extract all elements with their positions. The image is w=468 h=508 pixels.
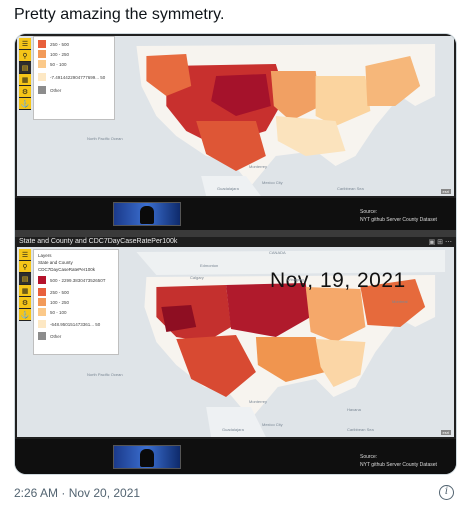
source-text: Source: NYT github Server County Dataset xyxy=(360,209,437,223)
gear-icon[interactable]: ⚙ xyxy=(19,297,31,309)
map-label: Caribbean Sea xyxy=(347,427,374,432)
pin-icon[interactable]: ⚓ xyxy=(19,98,31,110)
map-label: Mexico City xyxy=(262,180,283,185)
map-label: Havana xyxy=(347,407,361,412)
legend-swatch xyxy=(38,288,46,296)
legend-label: 50 - 100 xyxy=(50,61,67,67)
legend-swatch xyxy=(38,276,46,284)
map-label: Monterrey xyxy=(249,399,268,404)
window-controls-icon[interactable]: ▣ ⊞ ⋯ xyxy=(428,239,452,246)
legend-label: 500 - 2299.383047352650T xyxy=(50,277,106,283)
grid-icon[interactable]: ▦ xyxy=(19,285,31,297)
legend-item: 100 - 250 xyxy=(38,49,110,59)
map-toolbar-bottom: ☰ ⚲ ▤ ▦ ⚙ ⚓ xyxy=(19,249,31,321)
legend-swatch xyxy=(38,86,46,94)
us-county-map-bottom xyxy=(17,247,454,437)
legend-swatch xyxy=(38,308,46,316)
footer-top: Source: NYT github Server County Dataset xyxy=(15,198,456,230)
map-label: North Pacific Ocean xyxy=(87,136,123,141)
thumbnail-image xyxy=(113,202,181,226)
legend-label: 250 - 500 xyxy=(50,41,70,47)
date-overlay: Nov, 19, 2021 xyxy=(270,269,406,292)
map-panel-bottom[interactable]: State and County and CDC7DayCaseRatePer1… xyxy=(15,237,456,474)
layers-icon[interactable]: ▤ xyxy=(19,62,31,74)
map-label: Calgary xyxy=(190,275,204,280)
legend-label: 100 - 250 xyxy=(50,299,70,305)
legend-swatch xyxy=(38,73,46,81)
list-icon[interactable]: ☰ xyxy=(19,38,31,50)
map-label: Mexico City xyxy=(262,422,283,427)
grid-icon[interactable]: ▦ xyxy=(19,74,31,86)
legend-swatch xyxy=(38,40,46,48)
source-text: Source: NYT github Server County Dataset xyxy=(360,454,437,468)
legend-top: 250 - 500 100 - 250 50 - 100 -7.49144229… xyxy=(33,36,115,120)
legend-swatch xyxy=(38,50,46,58)
legend-item: Other xyxy=(38,85,110,95)
search-icon[interactable]: ⚲ xyxy=(19,261,31,273)
legend-item: -7.4914422904777699... 50 xyxy=(38,69,110,85)
tweet-timestamp[interactable]: 2:26 AM · Nov 20, 2021 xyxy=(14,486,141,500)
tweet-media[interactable]: ☰ ⚲ ▤ ▦ ⚙ ⚓ 250 - 500 100 - 250 50 - 100… xyxy=(14,33,457,475)
legend-header: Layers xyxy=(38,253,52,258)
tweet-text: Pretty amazing the symmetry. xyxy=(14,6,225,23)
map-title-bar: State and County and CDC7DayCaseRatePer1… xyxy=(15,237,456,247)
us-county-map-top xyxy=(17,36,454,196)
gear-icon[interactable]: ⚙ xyxy=(19,86,31,98)
map-view-top[interactable]: ☰ ⚲ ▤ ▦ ⚙ ⚓ 250 - 500 100 - 250 50 - 100… xyxy=(17,36,454,196)
legend-bottom: Layers State and County CDC7DayCaseRateP… xyxy=(33,249,119,355)
legend-item: 50 - 100 xyxy=(38,307,114,317)
esri-attribution: esri xyxy=(440,189,451,194)
legend-label: Other xyxy=(50,87,62,93)
legend-item: -648.950151473361... 50 xyxy=(38,317,114,331)
legend-label: -7.4914422904777699... 50 xyxy=(50,74,106,80)
thumbnail-image xyxy=(113,445,181,469)
map-label: North Pacific Ocean xyxy=(87,372,123,377)
legend-item: 500 - 2299.383047352650T xyxy=(38,273,114,287)
map-title: State and County and CDC7DayCaseRatePer1… xyxy=(19,238,178,245)
legend-item: 50 - 100 xyxy=(38,59,110,69)
legend-label: -648.950151473361... 50 xyxy=(50,321,101,327)
legend-swatch xyxy=(38,298,46,306)
legend-label: 50 - 100 xyxy=(50,309,67,315)
map-label: CANADA xyxy=(269,250,286,255)
esri-attribution: esri xyxy=(440,430,451,435)
legend-label: 250 - 500 xyxy=(50,289,70,295)
list-icon[interactable]: ☰ xyxy=(19,249,31,261)
legend-swatch xyxy=(38,60,46,68)
legend-header: State and County xyxy=(38,260,73,265)
legend-swatch xyxy=(38,332,46,340)
legend-item: 250 - 500 xyxy=(38,287,114,297)
footer-bottom: Source: NYT github Server County Dataset xyxy=(15,439,456,474)
pin-icon[interactable]: ⚓ xyxy=(19,309,31,321)
map-label: Winnipeg xyxy=(287,277,304,282)
legend-label: Other xyxy=(50,333,62,339)
legend-item: 250 - 500 xyxy=(38,39,110,49)
map-view-bottom[interactable]: Nov, 19, 2021 ☰ ⚲ ▤ ▦ ⚙ ⚓ Layers State a… xyxy=(17,247,454,437)
layers-icon[interactable]: ▤ xyxy=(19,273,31,285)
map-label: Monterrey xyxy=(249,164,268,169)
map-label: Edmonton xyxy=(200,263,219,268)
legend-item: 100 - 250 xyxy=(38,297,114,307)
legend-header: CDC7DayCaseRatePer100k xyxy=(38,267,96,272)
map-label: Guadalajara xyxy=(222,427,244,432)
search-icon[interactable]: ⚲ xyxy=(19,50,31,62)
map-label: Guadalajara xyxy=(217,186,239,191)
map-toolbar-top: ☰ ⚲ ▤ ▦ ⚙ ⚓ xyxy=(19,38,31,110)
map-label: Montreal xyxy=(392,299,408,304)
legend-swatch xyxy=(38,320,46,328)
legend-item: Other xyxy=(38,331,114,341)
info-icon[interactable]: i xyxy=(439,485,454,500)
map-label: Caribbean Sea xyxy=(337,186,364,191)
legend-label: 100 - 250 xyxy=(50,51,70,57)
panel-divider xyxy=(15,230,456,237)
map-panel-top[interactable]: ☰ ⚲ ▤ ▦ ⚙ ⚓ 250 - 500 100 - 250 50 - 100… xyxy=(15,34,456,230)
